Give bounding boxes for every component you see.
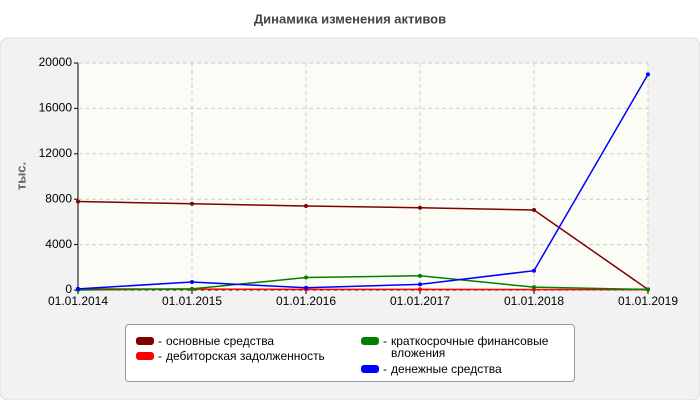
legend-dash: - (383, 334, 387, 348)
legend-label: денежные средства (391, 362, 502, 376)
legend-item: - краткосрочные финансовые вложения (361, 335, 576, 359)
point (190, 280, 194, 285)
point (418, 273, 422, 278)
x-tick-label: 01.01.2016 (276, 294, 336, 308)
legend-dash: - (158, 334, 162, 348)
point (418, 282, 422, 287)
y-tick-label: 8000 (45, 191, 72, 205)
point (76, 286, 80, 291)
legend-label: дебиторская задолженность (166, 349, 325, 363)
y-axis-label: тыс. (13, 162, 28, 190)
point (304, 204, 308, 209)
plot-area (78, 63, 648, 290)
point (190, 201, 194, 206)
y-tick-label: 16000 (39, 101, 73, 115)
legend-swatch (136, 337, 154, 345)
legend-item: - денежные средства (361, 363, 576, 375)
series-line (77, 200, 649, 291)
point (190, 286, 194, 291)
point (304, 285, 308, 290)
legend-dash: - (158, 349, 162, 363)
legend-swatch (361, 337, 379, 345)
point (418, 287, 422, 292)
legend-dash: - (383, 362, 387, 376)
legend-swatch (136, 352, 154, 360)
point (532, 285, 536, 290)
x-tick-label: 01.01.2019 (618, 294, 678, 308)
y-tick-label: 0 (65, 282, 72, 296)
point (304, 275, 308, 280)
point (532, 268, 536, 273)
point (418, 205, 422, 210)
y-tick-label: 12000 (39, 146, 73, 160)
x-tick-label: 01.01.2018 (504, 294, 564, 308)
legend-label: краткосрочные финансовые вложения (391, 334, 549, 360)
legend-label: основные средства (166, 334, 275, 348)
legend-item: - дебиторская задолженность (136, 350, 351, 362)
y-tick-label: 4000 (45, 237, 72, 251)
point (646, 72, 650, 77)
x-tick-label: 01.01.2017 (390, 294, 450, 308)
series-line (77, 73, 649, 290)
x-tick-label: 01.01.2014 (48, 294, 108, 308)
point (646, 287, 650, 292)
legend-item: - основные средства (136, 335, 351, 347)
chart-title: Динамика изменения активов (254, 11, 446, 26)
legend: - основные средства - дебиторская задолженн… (125, 324, 575, 382)
x-tick-label: 01.01.2015 (162, 294, 222, 308)
legend-swatch (361, 365, 379, 373)
y-tick-label: 20000 (39, 55, 73, 69)
series-line (77, 275, 649, 291)
point (76, 199, 80, 204)
point (532, 207, 536, 212)
